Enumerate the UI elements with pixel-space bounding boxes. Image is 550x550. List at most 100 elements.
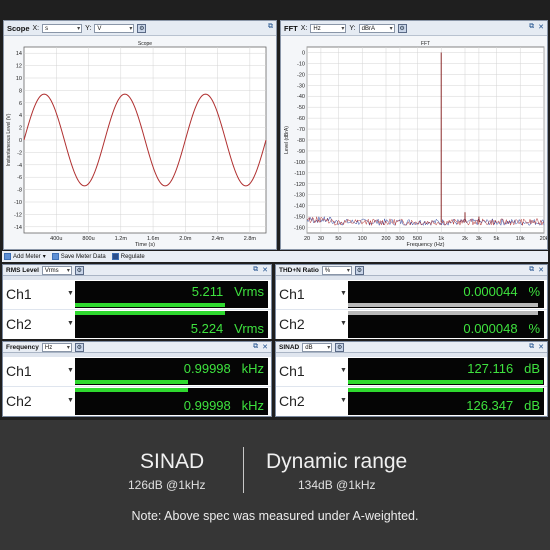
fft-x-tick: 50 — [335, 236, 341, 242]
thdn-close-icon[interactable]: ✕ — [538, 266, 544, 274]
fft-x-tick: 5k — [494, 236, 500, 242]
frequency-ch2-display: 0.99998 kHz — [75, 388, 268, 415]
measurement-note: Note: Above spec was measured under A-we… — [0, 509, 550, 523]
save-icon — [52, 253, 59, 260]
fft-chart: FFT0-10-20-30-40-50-60-70-80-90-100-110-… — [281, 37, 547, 250]
rms-ch2-number: 5.224 — [191, 321, 224, 336]
sinad-ch1-dropdown-icon[interactable]: ▼ — [340, 367, 347, 374]
fft-x-tick: 20k — [540, 236, 547, 242]
thdn-ch1-display: 0.000044 % — [348, 281, 544, 308]
frequency-ch2-bar — [75, 388, 188, 392]
scope-x-tick: 1.2m — [115, 236, 128, 242]
fft-y-tick: -130 — [294, 193, 305, 199]
fft-y-unit-select[interactable]: dBrA — [359, 24, 395, 33]
sinad-ch1-bar — [348, 380, 543, 384]
rms-ch1-number: 5.211 — [192, 284, 224, 299]
fft-x-unit: Hz — [313, 26, 320, 32]
sinad-ch1-label: Ch1 — [279, 363, 305, 379]
scope-y-tick: 6 — [19, 101, 22, 107]
rms-ch1-row: Ch1 ▼ 5.211 Vrms — [3, 280, 271, 309]
frequency-ch2-value: 0.99998 kHz — [184, 398, 264, 413]
sinad-ch2-display: 126.347 dB — [348, 388, 544, 415]
frequency-ch1-dropdown-icon[interactable]: ▼ — [67, 367, 74, 374]
thdn-popout-icon[interactable]: ⧉ — [529, 266, 534, 274]
play-icon — [112, 253, 119, 260]
frequency-ch1-display: 0.99998 kHz — [75, 358, 268, 385]
sinad-ch1-number: 127.116 — [467, 361, 513, 376]
sinad-ch1-display: 127.116 dB — [348, 358, 544, 385]
rms-unit-select[interactable]: Vrms — [42, 266, 72, 275]
thdn-ch2-label: Ch2 — [279, 316, 305, 332]
scope-y-tick: -12 — [14, 212, 22, 218]
rms-ch1-unit: Vrms — [234, 284, 264, 299]
rms-ch1-bar — [75, 303, 225, 307]
sinad-header: SINAD dB ⚙ ⧉ ✕ — [276, 342, 547, 353]
regulate-button[interactable]: Regulate — [112, 253, 145, 260]
rms-settings-icon[interactable]: ⚙ — [75, 266, 84, 275]
frequency-header: Frequency Hz ⚙ ⧉ ✕ — [3, 342, 271, 353]
frequency-ch2-unit: kHz — [242, 398, 264, 413]
thdn-ch2-bar — [348, 311, 538, 315]
sinad-ch2-unit: dB — [524, 398, 540, 413]
scope-y-unit-select[interactable]: V — [94, 24, 134, 33]
sinad-unit-select[interactable]: dB — [302, 343, 332, 352]
rms-ch1-dropdown-icon[interactable]: ▼ — [67, 290, 74, 297]
sinad-title: SINAD — [279, 344, 299, 351]
scope-x-label: X: — [33, 25, 40, 32]
rms-ch2-display: 5.224 Vrms — [75, 311, 268, 338]
fft-popout-icon[interactable]: ⧉ — [529, 23, 534, 31]
frequency-close-icon[interactable]: ✕ — [262, 343, 268, 351]
thdn-ch2-unit: % — [528, 321, 540, 336]
meter-toolbar: Add Meter ▾ Save Meter Data Regulate — [2, 251, 548, 262]
frequency-unit-select[interactable]: Hz — [42, 343, 72, 352]
sinad-ch2-dropdown-icon[interactable]: ▼ — [340, 397, 347, 404]
sinad-close-icon[interactable]: ✕ — [538, 343, 544, 351]
save-meter-data-button[interactable]: Save Meter Data — [52, 253, 106, 260]
fft-x-tick: 300 — [395, 236, 404, 242]
frequency-ch1-value: 0.99998 kHz — [184, 361, 264, 376]
rms-meter: RMS Level Vrms ⚙ ⧉✕ Ch1 ▼ 5.211 Vrms Ch2… — [2, 264, 272, 339]
rms-ch1-value: 5.211 Vrms — [192, 284, 264, 299]
scope-x-tick: 2.4m — [211, 236, 224, 242]
thdn-ch1-dropdown-icon[interactable]: ▼ — [340, 290, 347, 297]
scope-popout-icon[interactable]: ⧉ — [268, 23, 273, 31]
sinad-unit: dB — [305, 345, 312, 351]
rms-close-icon[interactable]: ✕ — [262, 266, 268, 274]
thdn-ch2-dropdown-icon[interactable]: ▼ — [340, 320, 347, 327]
sinad-settings-icon[interactable]: ⚙ — [335, 343, 344, 352]
fft-x-unit-select[interactable]: Hz — [310, 24, 346, 33]
thdn-ch1-value: 0.000044 % — [463, 284, 540, 299]
frequency-title: Frequency — [6, 344, 39, 351]
scope-y-tick: 4 — [19, 113, 22, 119]
scope-y-tick: 10 — [16, 76, 22, 82]
frequency-ch1-unit: kHz — [242, 361, 264, 376]
scope-x-tick: 400u — [50, 236, 62, 242]
frequency-settings-icon[interactable]: ⚙ — [75, 343, 84, 352]
scope-settings-icon[interactable]: ⚙ — [137, 24, 146, 33]
chevron-down-icon: ▾ — [43, 253, 46, 260]
thdn-settings-icon[interactable]: ⚙ — [355, 266, 364, 275]
fft-settings-icon[interactable]: ⚙ — [398, 24, 407, 33]
scope-x-unit-select[interactable]: s — [42, 24, 82, 33]
rms-unit: Vrms — [45, 268, 59, 274]
rms-ch2-dropdown-icon[interactable]: ▼ — [67, 320, 74, 327]
fft-y-tick: -110 — [294, 171, 305, 177]
thdn-unit-select[interactable]: % — [322, 266, 352, 275]
scope-y-tick: 12 — [16, 64, 22, 70]
rms-popout-icon[interactable]: ⧉ — [253, 266, 258, 274]
add-meter-button[interactable]: Add Meter ▾ — [4, 253, 46, 260]
thdn-ch1-row: Ch1 ▼ 0.000044 % — [276, 280, 547, 309]
rms-ch2-bar — [75, 311, 225, 315]
fft-plot-title: FFT — [421, 41, 430, 47]
add-icon — [4, 253, 11, 260]
fft-close-icon[interactable]: ✕ — [538, 23, 544, 31]
frequency-popout-icon[interactable]: ⧉ — [253, 343, 258, 351]
scope-chart: Scope 14 12 10 8 6 4 2 0 -2 -4 -6 -8 -10 -12 -14 400u 800… — [4, 37, 276, 250]
scope-plot-title: Scope — [138, 41, 152, 47]
frequency-ch1-bar — [75, 380, 188, 384]
fft-y-tick: -140 — [294, 204, 305, 210]
frequency-ch2-dropdown-icon[interactable]: ▼ — [67, 397, 74, 404]
scope-pane: Scope X: s Y: V ⚙ ⧉ Scope 14 12 10 8 6 4 2 0 -2 -4… — [3, 20, 277, 250]
sinad-popout-icon[interactable]: ⧉ — [529, 343, 534, 351]
